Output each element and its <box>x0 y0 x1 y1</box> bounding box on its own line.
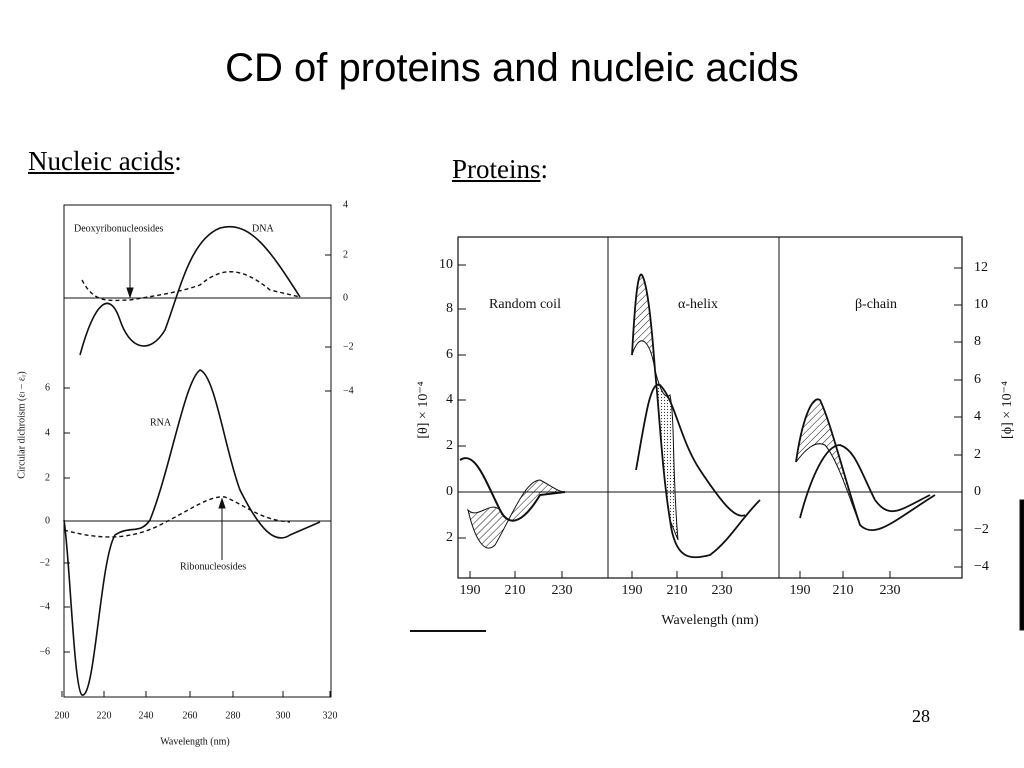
label: −2 <box>343 341 354 352</box>
label: Deoxyribonucleosides <box>74 223 164 234</box>
label: 190 <box>790 583 811 598</box>
label: −2 <box>974 522 989 537</box>
label: −6 <box>39 646 50 657</box>
label: 10 <box>974 297 988 312</box>
label: 4 <box>446 392 453 407</box>
ribo-curve <box>63 496 291 538</box>
label: 0 <box>446 484 453 499</box>
label: 6 <box>45 382 50 393</box>
label: 230 <box>880 583 901 598</box>
heading-suffix: : <box>174 146 182 176</box>
label: 6 <box>974 372 981 387</box>
label: −4 <box>974 559 989 574</box>
label: 210 <box>833 583 854 598</box>
label: 4 <box>974 409 981 424</box>
label: 280 <box>226 710 241 721</box>
dna-curve <box>79 225 301 356</box>
label: 200 <box>55 710 70 721</box>
label: 210 <box>505 583 526 598</box>
band <box>795 398 861 526</box>
label: 230 <box>552 583 573 598</box>
slide-title: CD of proteins and nucleic acids <box>225 46 799 90</box>
label: 2 <box>974 447 981 462</box>
label: 2 <box>45 472 50 483</box>
label: RNA <box>150 417 172 428</box>
label: 300 <box>276 710 291 721</box>
label: α-helix <box>678 297 718 312</box>
label: 4 <box>45 427 50 438</box>
label: Circular dichroism (εₗ − εᵣ) <box>16 371 27 478</box>
heading-text: Proteins <box>452 154 541 184</box>
label: 0 <box>343 292 348 303</box>
label: −2 <box>39 557 50 568</box>
page-number: 28 <box>912 706 930 726</box>
heading-suffix: : <box>540 154 549 184</box>
label: DNA <box>252 223 274 234</box>
label: Wavelength (nm) <box>661 613 759 628</box>
band <box>631 274 656 371</box>
label: Ribonucleosides <box>180 561 246 572</box>
label: [θ] × 10⁻⁴ <box>416 381 431 438</box>
label: 4 <box>343 199 348 210</box>
label: 190 <box>622 583 643 598</box>
deoxy-curve <box>81 271 301 302</box>
label: 190 <box>460 583 481 598</box>
label: 210 <box>667 583 688 598</box>
edge-bar <box>1019 499 1024 631</box>
label: 10 <box>439 257 453 272</box>
band <box>654 369 679 541</box>
arrowhead <box>218 497 226 509</box>
heading-text: Nucleic acids <box>28 146 175 176</box>
label: 260 <box>183 710 198 721</box>
label: 230 <box>712 583 733 598</box>
label: 2 <box>446 530 453 545</box>
label: −4 <box>343 385 354 396</box>
label: 2 <box>446 438 453 453</box>
plot-frame <box>457 236 963 579</box>
label: β-chain <box>855 297 897 312</box>
label: Wavelength (nm) <box>160 736 229 747</box>
section-heading: Proteins: <box>452 154 548 185</box>
curve <box>799 444 931 519</box>
plot-frame <box>63 204 332 698</box>
label: Random coil <box>489 297 561 312</box>
label: 8 <box>974 334 981 349</box>
label: 240 <box>139 710 154 721</box>
label: 220 <box>97 710 112 721</box>
section-heading: Nucleic acids: <box>28 146 182 177</box>
band <box>467 479 566 549</box>
label: 2 <box>343 249 348 260</box>
curve <box>635 383 746 517</box>
label: 0 <box>974 484 981 499</box>
label: 0 <box>45 515 50 526</box>
label: 6 <box>446 347 453 362</box>
arrowhead <box>126 287 134 299</box>
rna-curve <box>63 369 321 696</box>
label: 12 <box>974 260 988 275</box>
label: 320 <box>323 710 338 721</box>
label: −4 <box>39 601 50 612</box>
label: [ϕ] × 10⁻⁴ <box>1000 381 1015 439</box>
label: 8 <box>446 301 453 316</box>
